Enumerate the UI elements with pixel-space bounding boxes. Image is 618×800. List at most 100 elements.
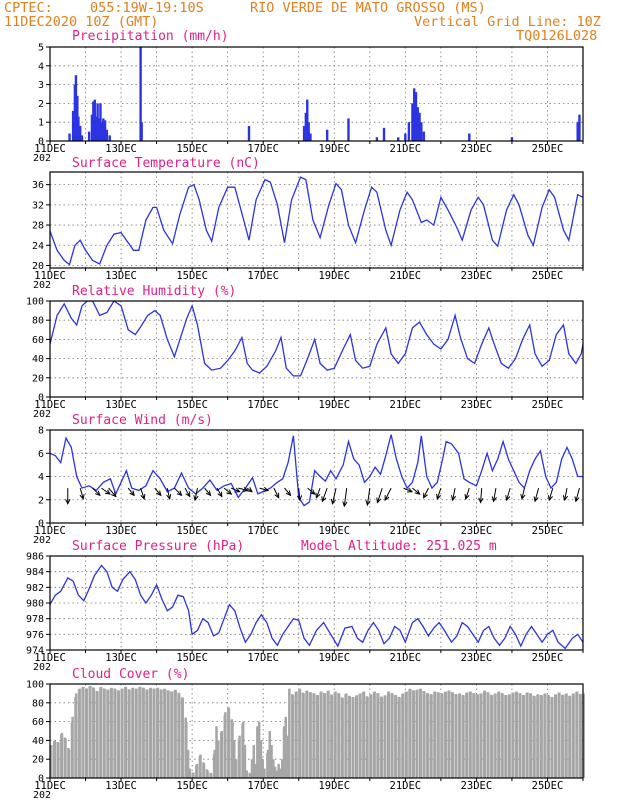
wind-vector-head [296,495,303,502]
wind-vector-shaft [101,487,111,495]
x-tick-label: 19DEC [318,525,350,537]
x-year-label-partial: 202 [33,153,51,164]
cloud-cover-bar [476,694,479,778]
y-tick-label: 2 [38,495,44,506]
y-tick-label: 3 [38,80,44,91]
wind-vector-head [65,499,71,505]
cloud-cover-bar [254,763,257,778]
wind-vector-shaft [298,488,301,501]
cloud-cover-bar [565,693,568,778]
y-tick-label: 40 [32,354,44,365]
wind-vector-head [365,500,371,507]
cloud-cover-bar [479,693,483,778]
cloud-cover-bar [526,692,529,778]
x-tick-label: 13DEC [105,143,137,155]
precip-frame [49,46,584,142]
x-tick-label: 13DEC [105,399,137,411]
cloud-cover-bar [462,695,465,778]
cloud-cover-bar [334,691,337,778]
cloud-cover-bar [121,688,124,778]
cloud-cover-bar [529,693,533,778]
cloud-cover-bar [455,694,458,778]
y-tick-label: 28 [32,221,44,232]
precip-bar [411,103,414,141]
cloud-cover-bar [511,692,515,778]
wind-vector-shaft [376,487,383,503]
precip-bar [99,103,102,141]
precip-bar [77,116,80,141]
cloud-cover-bar [401,693,405,778]
cloud-cover-bar [501,693,504,778]
cloud-cover-bar [85,688,89,778]
cloud-cover-bar [181,698,184,778]
cloud-cover-bar [359,693,362,778]
precip-bar [80,135,84,141]
x-tick-label: 21DEC [390,780,422,792]
rh-series-line [50,301,583,377]
wind-vector-shaft [403,487,413,493]
cloud-cover-bar [419,688,423,778]
wind-vector-shaft [223,487,232,495]
y-tick-label: 36 [32,180,44,191]
precip-bar [93,99,96,141]
cloud-cover-bar [547,695,550,778]
precip-bar [74,75,78,141]
cloud-cover-bar [575,691,579,778]
wind-panel: 0 2 4 6 8 11DEC 13DEC 15DEC 17DEC 19DEC 21DEC 23DEC… [33,413,584,546]
wind-vector-head [315,492,321,499]
wind-vector-shaft [493,488,497,502]
cloud-cover-bar [387,691,391,778]
y-tick-label: 0 [38,137,44,148]
x-year-label-partial: 202 [33,790,51,800]
cloud-cover-bar [280,759,284,778]
precip-bar [302,125,306,141]
cloud-cover-bar [272,759,275,778]
cloud-cover-bar [348,696,351,778]
cloud-cover-bar [508,694,511,778]
precip-bar [418,112,421,141]
precip-bar [382,127,386,141]
y-tick-label: 20 [32,373,44,384]
cloud-cover-bar [558,692,561,778]
header-run: 11DEC2020 10Z (GMT) [4,14,159,30]
x-tick-label: 21DEC [390,399,422,411]
cloud-cover-bar [284,716,288,778]
cloud-cover-bar [405,691,408,778]
wind-vector-shaft [154,487,162,496]
x-tick-label: 25DEC [532,270,564,282]
cloud-panel: 0 20 40 60 80 100 11DEC 13DEC 15DEC 17DEC 19DEC 21D… [26,667,585,800]
cloud-cover-bar [64,738,67,778]
y-tick-label: 974 [26,646,44,657]
wind-vector-shaft [564,488,568,501]
y-tick-label: 976 [26,630,44,641]
cloud-cover-bar [437,692,440,778]
cloud-cover-bar [71,716,74,778]
cloud-cover-bar [209,773,213,778]
x-tick-label: 21DEC [390,525,422,537]
temp-frame [49,171,584,269]
cloud-cover-bar [543,693,547,778]
x-tick-label: 13DEC [105,652,137,664]
cloud-cover-bar [540,695,543,778]
cloud-cover-bar [138,686,142,778]
y-tick-label: 80 [32,698,44,709]
wind-vector-shaft [366,488,371,505]
cloud-cover-bar [465,692,469,778]
cloud-cover-bar [391,693,394,778]
wind-vector-head [562,495,569,502]
cloud-cover-bar [536,694,540,778]
pressure-panel: 974 976 978 980 982 984 986 11DEC 13DEC 15DEC 17DE… [26,539,584,673]
cloud-cover-bar [217,740,220,778]
wind-vector-head [185,491,191,498]
precip-bar [90,114,94,141]
cloud-cover-bar [96,691,99,778]
wind-vector-head [285,490,292,497]
cloud-cover-bar [458,693,462,778]
cloud-cover-bar [582,693,585,778]
x-tick-label: 23DEC [461,143,493,155]
cloud-cover-bar [74,693,78,778]
wind-vector-head [217,491,223,498]
y-tick-label: 980 [26,599,44,610]
pressure-title: Surface Pressure (hPa) [72,539,244,554]
cloud-cover-bar [430,694,433,778]
